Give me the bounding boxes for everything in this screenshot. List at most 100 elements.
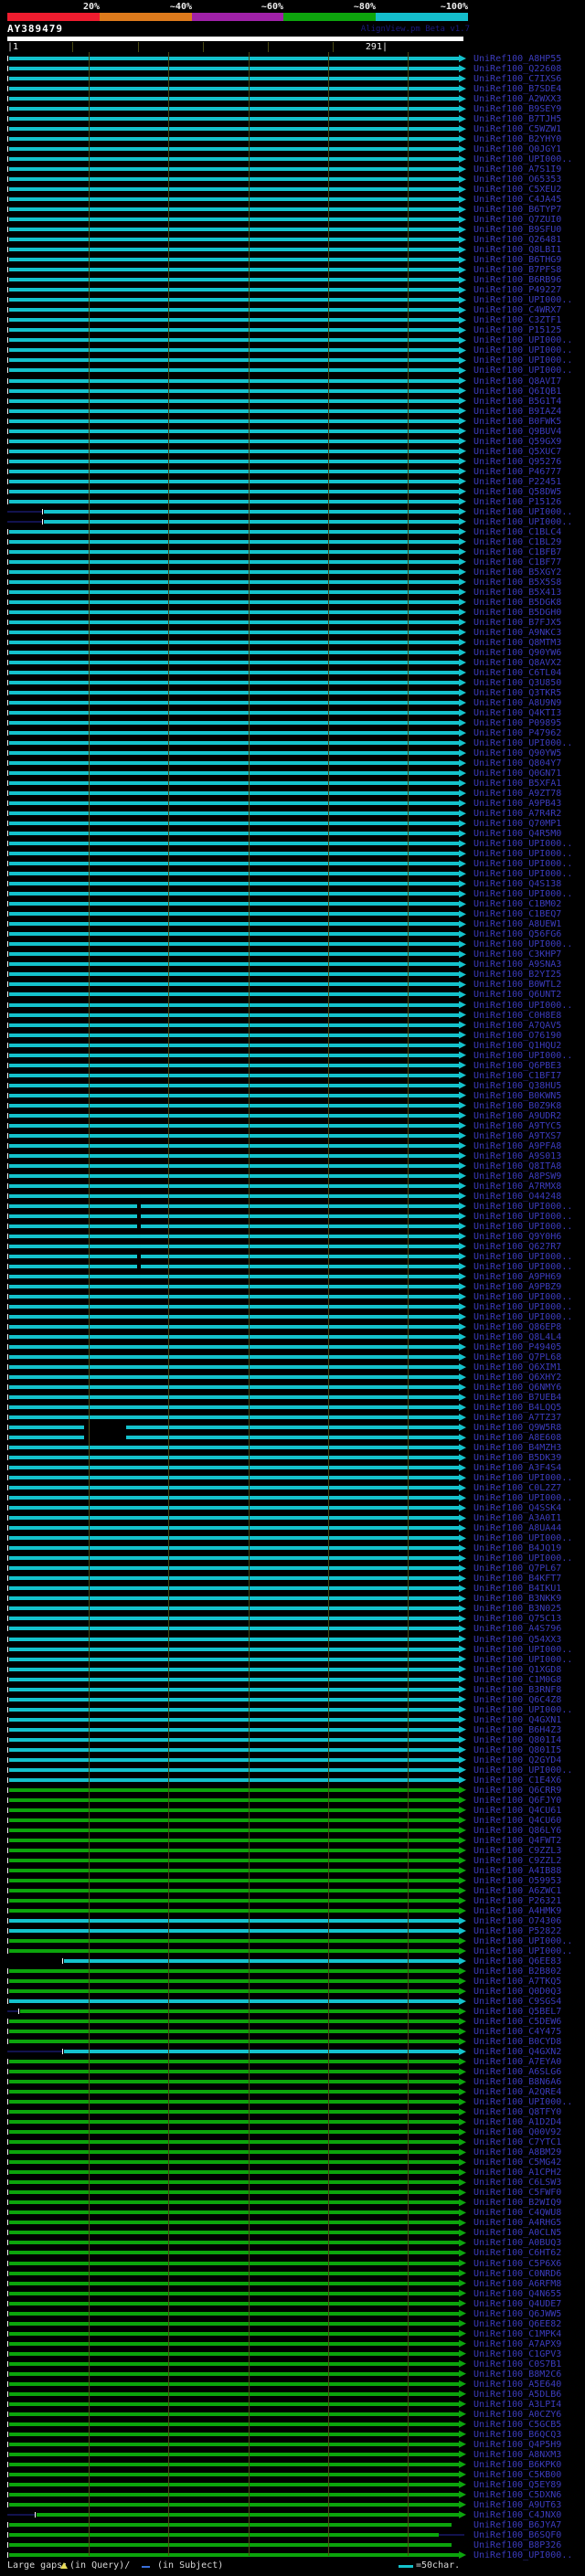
subject-accession-label[interactable]: UniRef100_O65353 [473, 175, 562, 186]
alignment-bar[interactable] [9, 107, 459, 111]
alignment-bar[interactable] [9, 711, 459, 716]
subject-accession-label[interactable]: UniRef100_A7TZ37 [473, 1413, 562, 1424]
subject-accession-label[interactable]: UniRef100_Q4KTI3 [473, 708, 562, 719]
subject-accession-label[interactable]: UniRef100_B4KFT7 [473, 1574, 562, 1585]
alignment-bar[interactable] [9, 1214, 459, 1218]
alignment-bar[interactable] [9, 1163, 459, 1168]
alignment-bar[interactable] [9, 388, 459, 393]
subject-accession-label[interactable]: UniRef100_B6THG9 [473, 255, 562, 266]
alignment-bar[interactable] [9, 2090, 459, 2094]
alignment-bar[interactable] [9, 852, 459, 856]
subject-accession-label[interactable]: UniRef100_A8HP55 [473, 54, 562, 64]
alignment-bar[interactable] [9, 1526, 459, 1531]
subject-accession-label[interactable]: UniRef100_C9ZZL3 [473, 1845, 562, 1856]
alignment-bar[interactable] [9, 1697, 459, 1701]
alignment-bar[interactable] [9, 378, 459, 383]
alignment-bar[interactable] [9, 1002, 459, 1007]
subject-accession-label[interactable]: UniRef100_A7S1I9 [473, 164, 562, 175]
subject-accession-label[interactable]: UniRef100_B0FWK5 [473, 416, 562, 427]
subject-accession-label[interactable]: UniRef100_C5GCB5 [473, 2419, 562, 2430]
subject-accession-label[interactable]: UniRef100_A4HMK9 [473, 1905, 562, 1916]
subject-accession-label[interactable]: UniRef100_C4JNX0 [473, 2509, 562, 2520]
alignment-bar[interactable] [9, 1345, 459, 1350]
alignment-bar[interactable] [9, 439, 459, 443]
subject-accession-label[interactable]: UniRef100_Q4CU61 [473, 1805, 562, 1816]
alignment-bar[interactable] [9, 972, 459, 977]
alignment-bar[interactable] [9, 1063, 459, 1067]
subject-accession-label[interactable]: UniRef100_Q75C13 [473, 1614, 562, 1625]
subject-accession-label[interactable]: UniRef100_A9TXS7 [473, 1130, 562, 1141]
alignment-bar[interactable] [9, 368, 459, 373]
subject-accession-label[interactable]: UniRef100_B8N6A6 [473, 2077, 562, 2088]
subject-accession-label[interactable]: UniRef100_B7PFS8 [473, 265, 562, 276]
subject-accession-label[interactable]: UniRef100_UPI000.. [473, 1000, 573, 1011]
alignment-bar[interactable] [44, 509, 459, 514]
subject-accession-label[interactable]: UniRef100_A7EYA0 [473, 2057, 562, 2068]
subject-accession-label[interactable]: UniRef100_B6KPK0 [473, 2459, 562, 2470]
alignment-bar[interactable] [9, 1254, 459, 1258]
subject-accession-label[interactable]: UniRef100_A8UEW1 [473, 919, 562, 930]
subject-accession-label[interactable]: UniRef100_Q7PL68 [473, 1352, 562, 1363]
alignment-bar[interactable] [9, 217, 459, 222]
subject-accession-label[interactable]: UniRef100_C5WZW1 [473, 124, 562, 135]
alignment-bar[interactable] [44, 519, 459, 524]
subject-accession-label[interactable]: UniRef100_A2WXX3 [473, 94, 562, 105]
alignment-bar[interactable] [9, 1878, 459, 1882]
alignment-bar[interactable] [9, 1617, 459, 1621]
alignment-bar[interactable] [9, 147, 459, 152]
alignment-bar[interactable] [9, 1294, 459, 1299]
alignment-bar[interactable] [9, 1949, 459, 1953]
subject-accession-label[interactable]: UniRef100_C4JA45 [473, 195, 562, 206]
alignment-bar[interactable] [9, 2030, 459, 2034]
subject-accession-label[interactable]: UniRef100_B6SQF0 [473, 2529, 562, 2540]
alignment-bar[interactable] [9, 1315, 459, 1319]
subject-accession-label[interactable]: UniRef100_P52822 [473, 1925, 562, 1936]
alignment-bar[interactable] [9, 1797, 459, 1802]
subject-accession-label[interactable]: UniRef100_B5G1T4 [473, 396, 562, 407]
alignment-bar[interactable] [9, 1848, 459, 1852]
subject-accession-label[interactable]: UniRef100_UPI000.. [473, 839, 573, 850]
alignment-bar[interactable] [9, 1787, 459, 1792]
subject-accession-label[interactable]: UniRef100_Q0JGY1 [473, 144, 562, 155]
alignment-bar[interactable] [9, 2180, 459, 2185]
alignment-bar[interactable] [9, 1908, 459, 1913]
subject-accession-label[interactable]: UniRef100_C3ZTF1 [473, 315, 562, 326]
subject-accession-label[interactable]: UniRef100_P15126 [473, 496, 562, 507]
alignment-bar[interactable] [9, 822, 459, 826]
alignment-bar[interactable] [9, 549, 459, 554]
subject-accession-label[interactable]: UniRef100_Q7PL67 [473, 1564, 562, 1574]
subject-accession-label[interactable]: UniRef100_C5XEU2 [473, 185, 562, 196]
subject-accession-label[interactable]: UniRef100_B2WIQ9 [473, 2198, 562, 2209]
alignment-bar[interactable] [9, 77, 459, 81]
subject-accession-label[interactable]: UniRef100_Q3TKR5 [473, 688, 562, 698]
subject-accession-label[interactable]: UniRef100_UPI000.. [473, 2549, 573, 2560]
alignment-bar[interactable] [9, 318, 459, 323]
alignment-bar[interactable] [9, 1979, 459, 1984]
subject-accession-label[interactable]: UniRef100_B0WTL2 [473, 980, 562, 991]
subject-accession-label[interactable]: UniRef100_Q8TFY0 [473, 2107, 562, 2118]
subject-accession-label[interactable]: UniRef100_UPI000.. [473, 1533, 573, 1544]
alignment-bar[interactable] [9, 1838, 459, 1842]
subject-accession-label[interactable]: UniRef100_A0BUQ3 [473, 2238, 562, 2249]
subject-accession-label[interactable]: UniRef100_A3F4S4 [473, 1463, 562, 1474]
alignment-bar[interactable] [9, 1546, 459, 1551]
subject-accession-label[interactable]: UniRef100_UPI000.. [473, 738, 573, 749]
alignment-bar[interactable] [9, 398, 459, 403]
alignment-bar[interactable] [9, 348, 459, 353]
subject-accession-label[interactable]: UniRef100_Q804Y7 [473, 758, 562, 769]
alignment-bar[interactable] [9, 2341, 459, 2346]
alignment-bar[interactable] [9, 1113, 459, 1118]
subject-accession-label[interactable]: UniRef100_B6RB96 [473, 275, 562, 286]
alignment-bar[interactable] [9, 680, 459, 684]
subject-accession-label[interactable]: UniRef100_B6TYP7 [473, 205, 562, 216]
subject-accession-label[interactable]: UniRef100_A7RMX8 [473, 1181, 562, 1192]
alignment-bar[interactable] [9, 801, 459, 806]
alignment-bar[interactable] [9, 660, 459, 664]
alignment-bar[interactable] [9, 1274, 459, 1278]
alignment-bar[interactable] [9, 1667, 459, 1671]
subject-accession-label[interactable]: UniRef100_Q4R5M0 [473, 829, 562, 840]
alignment-bar[interactable] [9, 137, 459, 142]
subject-accession-label[interactable]: UniRef100_C9SGS4 [473, 1997, 562, 2008]
subject-accession-label[interactable]: UniRef100_UPI000.. [473, 335, 573, 346]
subject-accession-label[interactable]: UniRef100_B4LQQ5 [473, 1403, 562, 1414]
